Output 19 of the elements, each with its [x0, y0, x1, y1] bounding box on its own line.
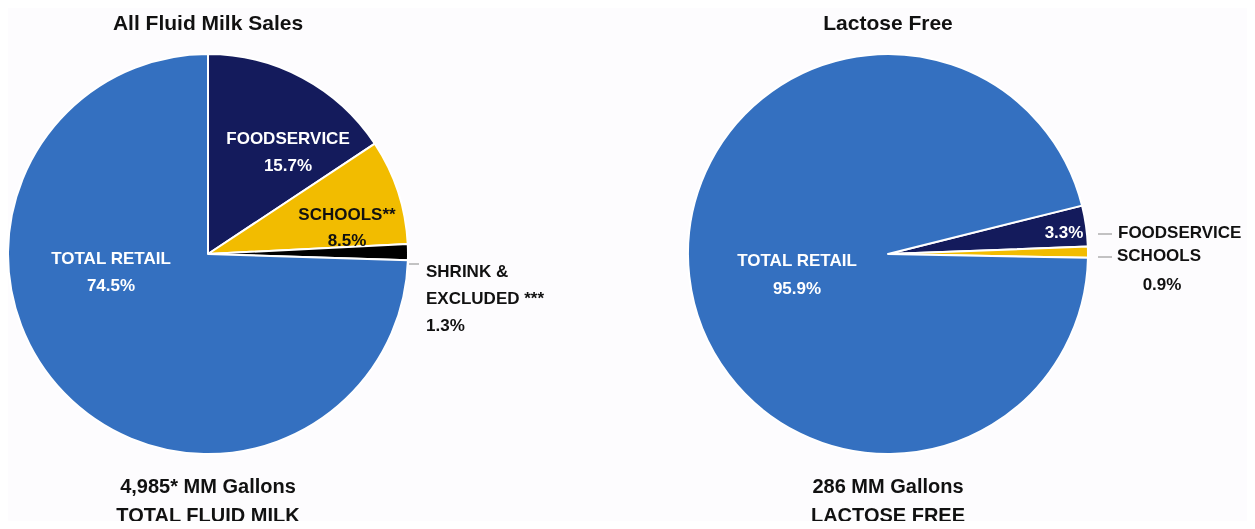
- slice-label: TOTAL RETAIL: [51, 249, 171, 268]
- slice-label: FOODSERVICE: [1118, 223, 1242, 242]
- pie-slice: [687, 53, 1089, 455]
- data-label: 0.9%: [1142, 275, 1182, 294]
- chart-title: All Fluid Milk Sales: [112, 11, 304, 34]
- text: 286 MM Gallons: [812, 475, 964, 497]
- text: 4,985* MM Gallons: [120, 475, 296, 497]
- data-label: 95.9%: [772, 279, 822, 298]
- slice-label: SHRINK & EXCLUDED ***: [426, 262, 545, 308]
- slice-label: SCHOOLS**: [298, 205, 397, 224]
- data-label: 3.3%: [1044, 223, 1084, 242]
- data-label: 1.3%: [426, 316, 465, 335]
- slice-label: TOTAL RETAIL: [737, 251, 857, 270]
- data-label: 15.7%: [263, 156, 313, 175]
- data-label: 8.5%: [327, 231, 367, 250]
- slice-label: SCHOOLS: [1117, 246, 1202, 265]
- chart-title: Lactose Free: [823, 11, 953, 34]
- data-label: 74.5%: [86, 276, 136, 295]
- slice-label: FOODSERVICE: [226, 129, 350, 148]
